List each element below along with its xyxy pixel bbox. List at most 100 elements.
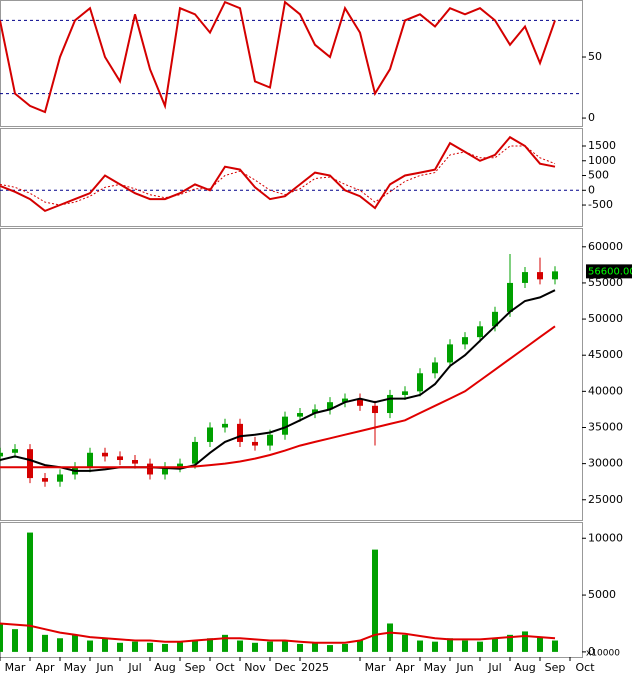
candle-body — [252, 441, 258, 446]
candle-body — [387, 394, 393, 414]
x-tick-label: Sep — [185, 661, 206, 674]
x-tick-label: May — [424, 661, 447, 674]
volume-bar — [87, 640, 93, 652]
candle-body — [57, 474, 63, 482]
y-tick-label: 500 — [588, 169, 609, 182]
volume-bar — [477, 641, 483, 652]
candle-body — [222, 423, 228, 428]
volume-bar — [372, 549, 378, 652]
x-tick-label: May — [64, 661, 87, 674]
candle-body — [327, 402, 333, 410]
volume-bar — [222, 634, 228, 652]
series-line — [0, 135, 556, 213]
candle-body — [162, 467, 168, 475]
candle-body — [447, 344, 453, 363]
y-tick-label: 40000 — [588, 384, 623, 397]
series-line — [0, 289, 556, 472]
candle-body — [267, 434, 273, 446]
volume-bar — [282, 640, 288, 652]
y-tick-label: 60000 — [588, 240, 623, 253]
y-tick-label: 10000 — [588, 531, 623, 544]
volume-bar — [0, 623, 3, 652]
y-tick-label: 5000 — [588, 588, 616, 601]
volume-bar — [432, 641, 438, 652]
candle-body — [117, 456, 123, 461]
candle-body — [402, 391, 408, 395]
y-tick-label: 0 — [588, 111, 595, 124]
volume-bar — [27, 532, 33, 652]
y-tick-label: 0 — [588, 645, 595, 658]
x-tick-label: Mar — [5, 661, 26, 674]
volume-bar — [72, 634, 78, 652]
volume-bar — [147, 642, 153, 652]
candle-body — [462, 337, 468, 345]
y-tick-label: 50000 — [588, 312, 623, 325]
y-tick-label: 25000 — [588, 493, 623, 506]
volume-bar — [537, 637, 543, 652]
volume-bar — [12, 629, 18, 652]
volume-bar — [162, 643, 168, 652]
x-tick-label: Nov — [244, 661, 266, 674]
x-tick-label: Aug — [154, 661, 175, 674]
volume-bar — [462, 640, 468, 652]
series-line — [0, 325, 556, 469]
candle-body — [357, 398, 363, 406]
last-price-label: 56600.00 — [588, 266, 632, 277]
candle-body — [237, 423, 243, 442]
volume-bar — [297, 643, 303, 652]
x-tick-label: Sep — [545, 661, 566, 674]
y-tick-label: 1000 — [588, 154, 616, 167]
series-line — [0, 145, 556, 206]
candle-body — [297, 413, 303, 417]
volume-bar — [267, 641, 273, 652]
candle-body — [147, 463, 153, 475]
volume-bar — [327, 645, 333, 652]
candle-body — [12, 449, 18, 453]
y-tick-label: 1500 — [588, 139, 616, 152]
volume-bar — [177, 641, 183, 652]
volume-bar — [57, 638, 63, 652]
volume-bar — [207, 638, 213, 652]
volume-bar — [312, 642, 318, 652]
candle-body — [42, 478, 48, 482]
volume-bar — [417, 640, 423, 652]
volume-bar — [342, 643, 348, 652]
candle-body — [87, 452, 93, 468]
candle-body — [432, 362, 438, 374]
last-price-box — [586, 264, 632, 279]
candle-body — [27, 449, 33, 479]
candle-body — [417, 373, 423, 392]
candle-body — [207, 427, 213, 442]
x-tick-label: Jul — [127, 661, 141, 674]
unit-label: x10000 — [586, 649, 620, 659]
x-tick-label: Jun — [95, 661, 113, 674]
candle-body — [507, 282, 513, 312]
x-tick-label: Jun — [455, 661, 473, 674]
x-tick-label: Oct — [215, 661, 235, 674]
y-tick-label: 35000 — [588, 420, 623, 433]
x-tick-label: Aug — [514, 661, 535, 674]
y-tick-label: 30000 — [588, 457, 623, 470]
y-tick-label: 0 — [588, 183, 595, 196]
x-tick-label: 2025 — [301, 661, 329, 674]
y-tick-label: 50 — [588, 50, 602, 63]
panel-frame — [0, 522, 583, 658]
volume-bar — [117, 642, 123, 652]
x-tick-label: Oct — [575, 661, 595, 674]
volume-bar — [492, 638, 498, 652]
volume-bar — [552, 640, 558, 652]
x-tick-label: Dec — [274, 661, 295, 674]
candle-body — [192, 441, 198, 464]
panel-frame — [0, 0, 583, 127]
volume-bar — [252, 642, 258, 652]
volume-bar — [387, 623, 393, 652]
x-tick-label: Apr — [35, 661, 55, 674]
volume-bar — [237, 640, 243, 652]
panel-frame — [0, 228, 583, 521]
candle-body — [492, 311, 498, 327]
volume-bar — [507, 634, 513, 652]
candle-body — [552, 271, 558, 280]
candle-body — [312, 409, 318, 414]
series-line — [0, 622, 556, 644]
